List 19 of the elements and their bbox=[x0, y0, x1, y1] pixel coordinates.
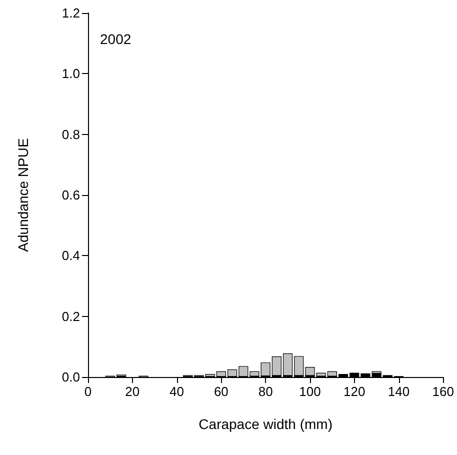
y-tick-label: 0.6 bbox=[62, 188, 80, 202]
annotation: 2002 bbox=[100, 31, 132, 47]
x-tick-label: 80 bbox=[258, 384, 273, 399]
x-tick-label: 140 bbox=[388, 384, 410, 399]
x-tick-label: 0 bbox=[84, 384, 92, 399]
x-tick-label: 60 bbox=[214, 384, 228, 399]
x-tick-label: 160 bbox=[432, 384, 454, 399]
x-tick-label: 40 bbox=[170, 384, 184, 399]
y-tick-label: 0.2 bbox=[62, 308, 80, 324]
y-tick-label: 0.4 bbox=[62, 248, 80, 264]
x-axis-title: Carapace width (mm) bbox=[198, 416, 332, 432]
x-tick-label: 120 bbox=[344, 384, 366, 399]
y-axis-title: Adundance NPUE bbox=[15, 138, 31, 252]
x-tick-label: 100 bbox=[299, 384, 321, 399]
y-tick-label: 0.8 bbox=[62, 126, 80, 142]
y-tick-label: 0.0 bbox=[62, 370, 80, 384]
x-tick-label: 20 bbox=[125, 384, 140, 399]
y-tick-label: 1.2 bbox=[62, 6, 80, 20]
y-tick-label: 1.0 bbox=[62, 66, 80, 82]
